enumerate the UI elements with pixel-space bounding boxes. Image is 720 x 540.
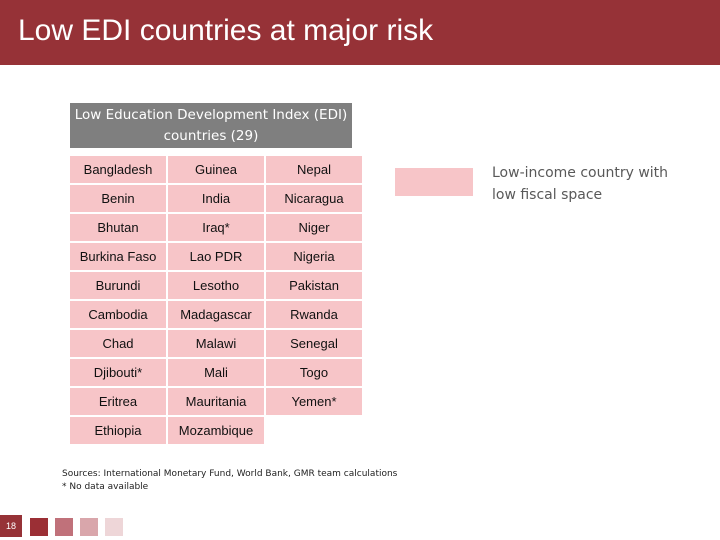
table-cell: Mozambique — [168, 417, 264, 444]
table-cell: Burkina Faso — [70, 243, 166, 270]
table-cell: Mauritania — [168, 388, 264, 415]
deco-square — [80, 518, 98, 536]
table-cell: Chad — [70, 330, 166, 357]
table-cell: Mali — [168, 359, 264, 386]
table-cell: Madagascar — [168, 301, 264, 328]
table-cell: Guinea — [168, 156, 264, 183]
deco-square — [55, 518, 73, 536]
table-cell: Ethiopia — [70, 417, 166, 444]
deco-square — [105, 518, 123, 536]
table-cell: Rwanda — [266, 301, 362, 328]
table-cell: Burundi — [70, 272, 166, 299]
table-cell: Pakistan — [266, 272, 362, 299]
table-cell: Nepal — [266, 156, 362, 183]
table-cell: Nicaragua — [266, 185, 362, 212]
table-cell: Niger — [266, 214, 362, 241]
sources: Sources: International Monetary Fund, Wo… — [62, 469, 398, 479]
table-cell: Nigeria — [266, 243, 362, 270]
deco-square — [30, 518, 48, 536]
table-cell: Lesotho — [168, 272, 264, 299]
country-table: Bangladesh Guinea Nepal Benin India Nicaragua… — [70, 156, 362, 446]
legend-swatch — [395, 168, 473, 196]
table-cell: Bangladesh — [70, 156, 166, 183]
table-cell: Bhutan — [70, 214, 166, 241]
table-cell: Malawi — [168, 330, 264, 357]
page-number: 18 — [0, 515, 22, 537]
table-cell: Iraq* — [168, 214, 264, 241]
slide-title: Low EDI countries at major risk — [18, 14, 434, 47]
table-cell: Togo — [266, 359, 362, 386]
table-cell: India — [168, 185, 264, 212]
footnote: * No data available — [62, 482, 149, 492]
table-title: Low Education Development Index (EDI) co… — [70, 103, 352, 148]
table-cell: Senegal — [266, 330, 362, 357]
table-cell: Cambodia — [70, 301, 166, 328]
table-cell: Lao PDR — [168, 243, 264, 270]
header-bar — [0, 0, 720, 65]
table-cell: Eritrea — [70, 388, 166, 415]
table-cell: Benin — [70, 185, 166, 212]
legend-label: Low-income country with low fiscal space — [492, 165, 669, 203]
table-cell: Yemen* — [266, 388, 362, 415]
table-cell: Djibouti* — [70, 359, 166, 386]
